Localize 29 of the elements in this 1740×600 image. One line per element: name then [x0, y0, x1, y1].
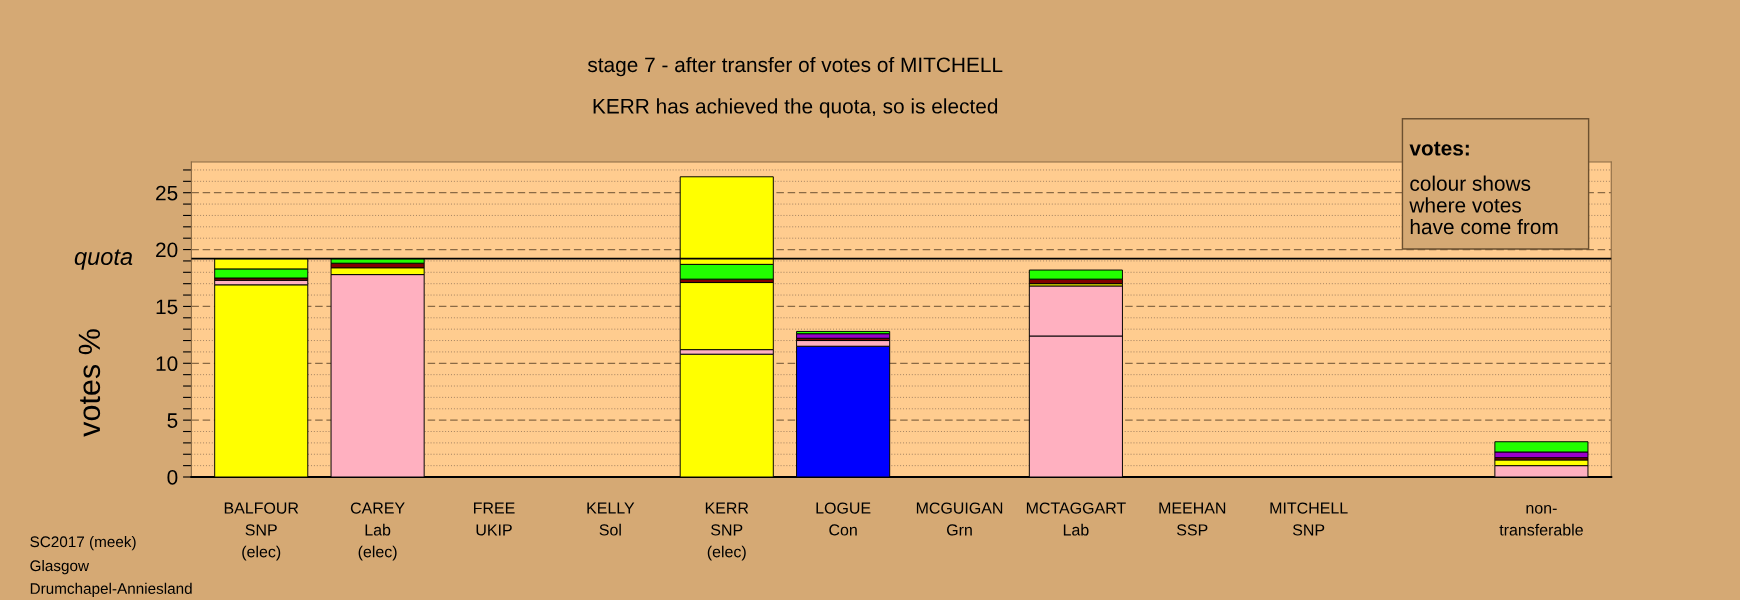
- y-tick-label: 5: [167, 413, 178, 428]
- bar: [796, 333, 891, 339]
- bar: [796, 330, 891, 335]
- annotation: colour shows where votes have come from: [1409, 175, 1558, 235]
- y-tick-label: 20: [156, 242, 178, 258]
- x-tick-label: non- transferable: [1499, 504, 1583, 536]
- x-tick-label: KELLY Sol: [587, 502, 635, 536]
- y-tick-label: 10: [156, 356, 178, 372]
- text: Glasgow: [30, 559, 90, 575]
- x-tick-label: BALFOUR SNP (elec): [224, 502, 299, 561]
- y-axis-title: votes %: [78, 329, 101, 437]
- chart-title: stage 7 - after transfer of votes of MITCHELL: [587, 56, 1003, 77]
- bar: [1028, 269, 1123, 280]
- x-tick-label: MCGUIGAN Grn: [916, 502, 1003, 536]
- ref-line-label: quota: [74, 249, 133, 270]
- x-tick-label: MITCHELL SNP: [1270, 502, 1348, 536]
- y-tick-label: 15: [156, 299, 178, 315]
- x-tick-label: LOGUE Con: [816, 502, 871, 536]
- text: SC2017 (meek): [30, 535, 136, 551]
- text: votes:: [1409, 141, 1469, 156]
- y-tick-label: 0: [167, 470, 178, 485]
- y-tick-label: 25: [156, 185, 178, 201]
- chart-subtitle: KERR has achieved the quota, so is elected: [593, 98, 998, 118]
- x-tick-label: CAREY Lab (elec): [350, 502, 405, 561]
- text: Drumchapel-Anniesland: [30, 582, 192, 597]
- x-tick-label: KERR SNP (elec): [705, 502, 749, 561]
- x-tick-label: FREE UKIP: [474, 502, 515, 536]
- x-tick-label: MEEHAN SSP: [1159, 502, 1226, 536]
- x-tick-label: MCTAGGART Lab: [1026, 502, 1126, 536]
